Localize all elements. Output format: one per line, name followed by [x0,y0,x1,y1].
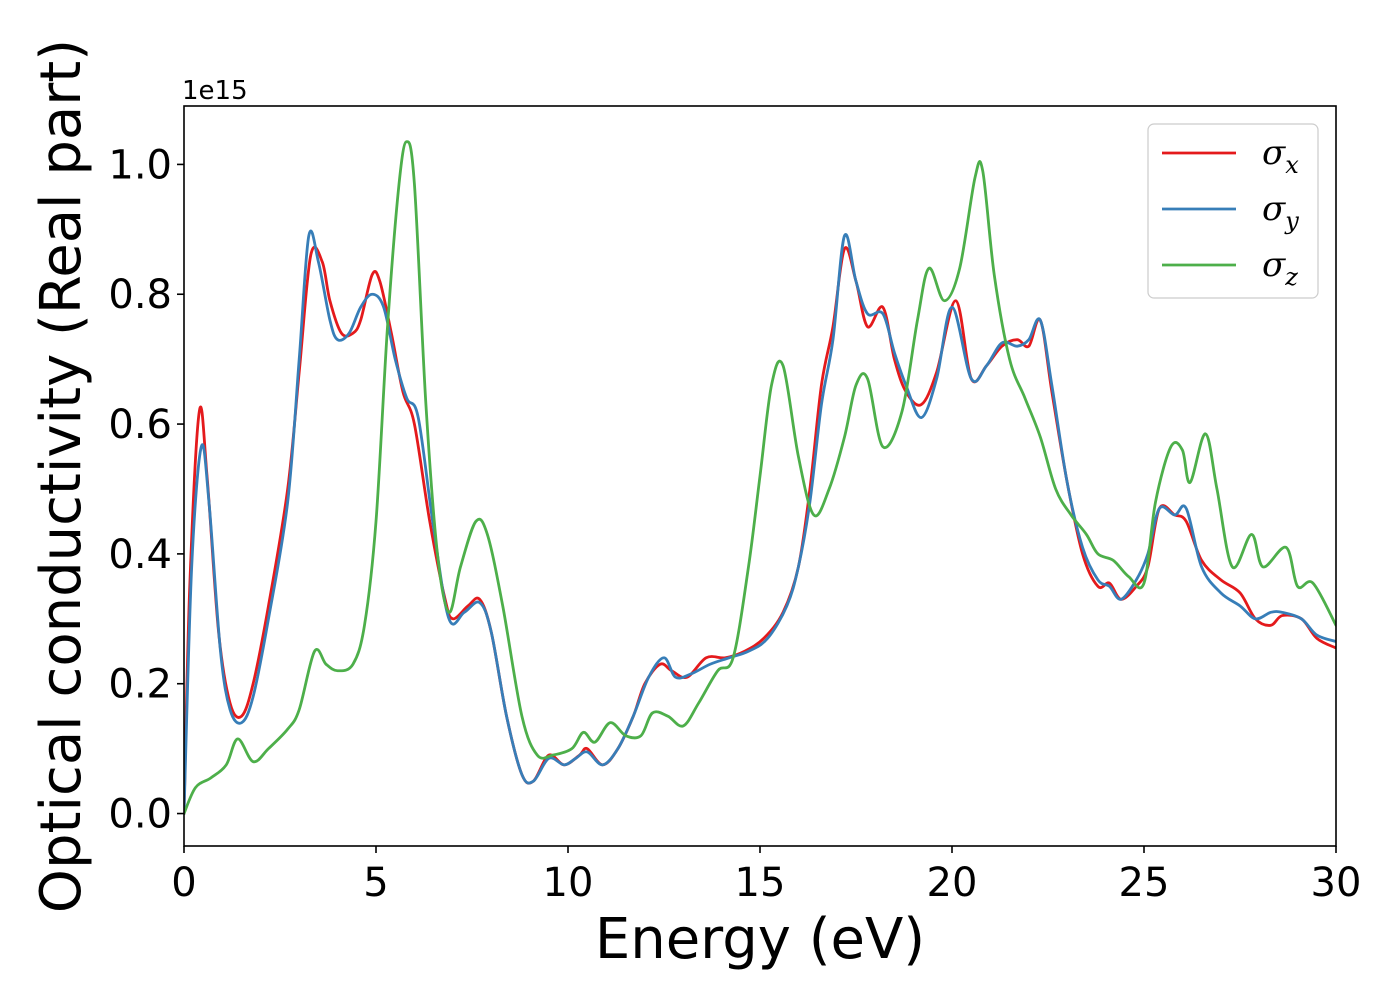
legend-box [1147,123,1319,299]
x-axis: 0 5 10 15 20 25 30 [171,846,1361,906]
x-tick-label: 10 [543,860,594,906]
y-tick-label: 0.0 [108,792,172,838]
x-tick-label: 15 [735,860,786,906]
y-tick-label: 0.8 [108,272,172,318]
y-tick-label: 1.0 [108,142,172,188]
x-tick-label: 20 [927,860,978,906]
x-tick-label: 5 [363,860,388,906]
y-tick-label: 0.6 [108,402,172,448]
x-tick-label: 30 [1311,860,1362,906]
y-tick-label: 0.2 [108,662,172,708]
x-tick-label: 25 [1119,860,1170,906]
series-line-z [184,140,1336,815]
plot-lines [184,140,1336,815]
x-tick-label: 0 [171,860,196,906]
series-line-y [184,229,1336,815]
y-tick-label: 0.4 [108,532,172,578]
y-axis: 0.0 0.2 0.4 0.6 0.8 1.0 [108,142,184,838]
y-offset-text: 1e15 [182,76,248,106]
y-axis-title: Optical conductivity (Real part) [29,39,94,913]
series-line-x [184,245,1336,815]
x-axis-title: Energy (eV) [595,907,925,972]
